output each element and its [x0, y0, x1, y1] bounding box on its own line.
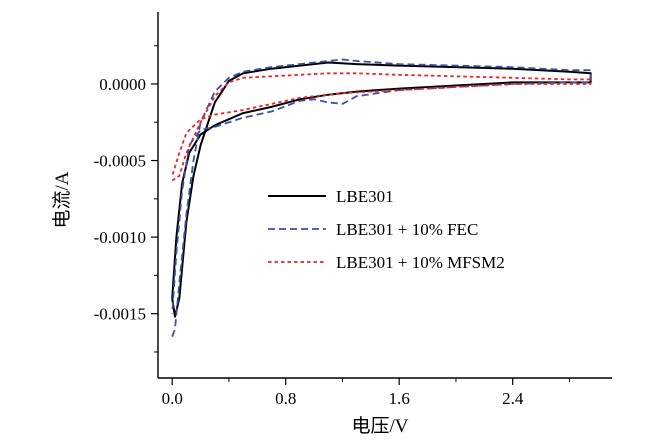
legend: LBE301 LBE301 + 10% FEC LBE301 + 10% MFSM2 — [268, 187, 505, 272]
x-tick-label: 0.8 — [275, 389, 296, 408]
x-tick-label: 0.0 — [162, 389, 183, 408]
y-tick-label: -0.0015 — [94, 305, 146, 324]
x-tick-label: 2.4 — [502, 389, 524, 408]
y-tick-label: 0.0000 — [99, 75, 146, 94]
x-axis-label: 电压/V — [351, 415, 408, 437]
x-tick-label: 1.6 — [389, 389, 410, 408]
legend-label-2: LBE301 + 10% FEC — [336, 220, 478, 239]
ticks: 0.0 0.8 1.6 2.4 0.0000 -0.0005 -0.0010 -0.0015 — [94, 45, 570, 408]
y-tick-label: -0.0005 — [94, 152, 146, 171]
axes — [157, 12, 612, 379]
legend-label-1: LBE301 — [336, 187, 394, 206]
series-layer — [171, 58, 592, 338]
y-axis-label: 电流/A — [51, 171, 73, 228]
series-line-1 — [171, 61, 592, 318]
legend-label-3: LBE301 + 10% MFSM2 — [336, 253, 505, 272]
y-tick-label: -0.0010 — [94, 228, 146, 247]
series-line-3 — [171, 72, 592, 182]
